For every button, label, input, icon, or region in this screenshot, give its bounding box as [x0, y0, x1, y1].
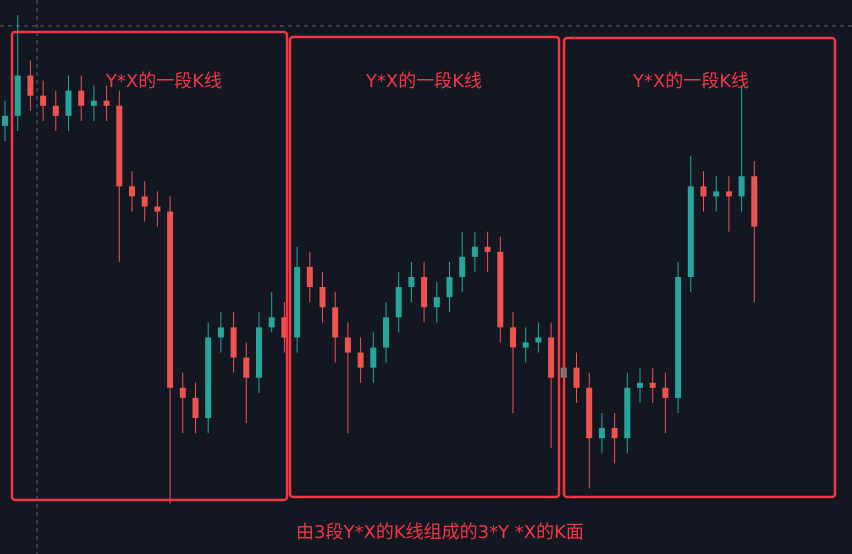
candle-body — [65, 90, 72, 116]
candle-body — [535, 337, 542, 343]
candle-body — [738, 176, 745, 197]
candle-body — [319, 287, 326, 308]
candle-body — [192, 397, 199, 419]
box-label: Y*X的一段K线 — [105, 71, 222, 92]
candle-body — [205, 337, 212, 419]
candle-body — [675, 277, 682, 398]
candle-body — [116, 105, 123, 187]
candle-body — [662, 387, 669, 398]
candle-body — [256, 327, 262, 378]
candle-body — [268, 317, 275, 328]
candle-body — [332, 307, 339, 338]
candle-body — [586, 387, 593, 439]
candle-body — [510, 327, 516, 348]
candle-body — [637, 382, 643, 388]
candle-body — [383, 317, 389, 348]
candle-body — [281, 317, 288, 338]
candle-body — [421, 277, 428, 308]
candle-body — [306, 266, 313, 288]
segment-box — [10, 30, 289, 502]
candle-body — [649, 382, 656, 388]
segment-box — [288, 35, 561, 499]
candle-body — [459, 256, 466, 277]
box-label: Y*X的一段K线 — [365, 71, 482, 92]
box-label: Y*X的一段K线 — [632, 71, 749, 92]
candle-body — [408, 277, 415, 288]
candle-body — [446, 277, 453, 298]
candle-body — [433, 297, 440, 308]
candle-body — [713, 191, 720, 197]
candle-body — [2, 115, 8, 126]
candle-body — [141, 196, 148, 207]
candle-body — [471, 246, 478, 257]
candle-body — [725, 191, 732, 197]
segment-box — [562, 36, 837, 499]
candles — [2, 15, 758, 504]
caption: 由3段Y*X的K线组成的3*Y *X的K面 — [296, 522, 584, 543]
candle-body — [14, 75, 21, 116]
candle-body — [154, 206, 161, 212]
candle-body — [90, 100, 97, 106]
candle-body — [548, 337, 555, 378]
candle-body — [78, 90, 85, 106]
candle-body — [294, 266, 301, 338]
candle-body — [598, 428, 605, 439]
candle-body — [243, 357, 250, 378]
candle-body — [497, 251, 504, 328]
candle-body — [611, 428, 618, 439]
candle-body — [484, 246, 491, 252]
candle-body — [167, 211, 174, 388]
candle-body — [751, 176, 758, 227]
candle-body — [179, 387, 186, 398]
candle-body — [230, 327, 237, 358]
candle-body — [687, 186, 694, 277]
candle-body — [217, 327, 224, 338]
candle-body — [357, 352, 364, 368]
candle-body — [103, 100, 110, 106]
candle-body — [27, 75, 34, 96]
candle-body — [624, 387, 631, 439]
candle-body — [700, 186, 707, 197]
candle-body — [129, 186, 135, 197]
candle-body — [344, 337, 351, 353]
candle-body — [40, 95, 47, 106]
candle-body — [52, 105, 59, 116]
candle-body — [573, 367, 580, 388]
candle-body — [395, 287, 402, 318]
candle-body — [522, 342, 529, 348]
candle-body — [370, 347, 377, 368]
